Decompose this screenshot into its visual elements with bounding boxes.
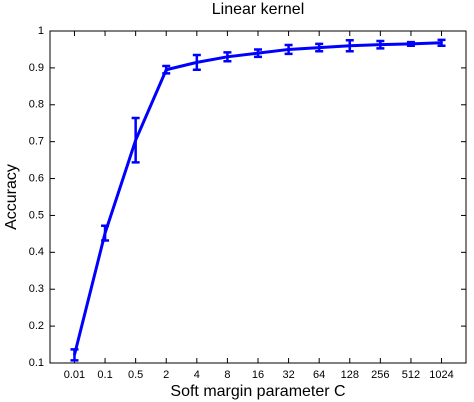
line — [73, 41, 442, 356]
error-bar — [131, 116, 140, 164]
x-tick-label: 0.1 — [97, 369, 112, 381]
y-tick-label: 0.9 — [29, 62, 44, 74]
x-tick-label: 0.5 — [128, 369, 143, 381]
x-axis-label: Soft margin parameter C — [170, 383, 345, 400]
error-bar — [376, 39, 385, 50]
y-tick-label: 0.8 — [29, 99, 44, 111]
error-bar — [437, 38, 446, 48]
y-axis-label: Accuracy — [3, 164, 20, 230]
y-tick-label: 0.6 — [29, 172, 44, 184]
x-tick-label: 512 — [402, 369, 420, 381]
x-tick-label: 64 — [313, 369, 325, 381]
y-tick-label: 0.4 — [29, 246, 44, 258]
plot-frame — [49, 30, 467, 364]
error-bar — [345, 38, 354, 53]
chart-title: Linear kernel — [212, 1, 305, 18]
error-bar — [406, 40, 415, 48]
y-tick-label: 0.2 — [29, 320, 44, 332]
x-tick-label: 1024 — [429, 369, 453, 381]
x-tick-label: 16 — [252, 369, 264, 381]
y-tick-label: 0.3 — [29, 283, 44, 295]
error-bar — [192, 53, 201, 71]
y-tick-label: 0.1 — [29, 357, 44, 369]
x-tick-label: 2 — [163, 369, 169, 381]
error-bar — [223, 51, 232, 63]
x-tick-label: 4 — [194, 369, 200, 381]
error-bar — [70, 348, 79, 362]
error-bar — [162, 64, 171, 75]
error-bar — [284, 43, 293, 56]
x-tick-label: 256 — [371, 369, 389, 381]
x-tick-label: 0.01 — [64, 369, 85, 381]
y-tick-label: 0.7 — [29, 136, 44, 148]
x-tick-label: 32 — [282, 369, 294, 381]
x-tick-label: 128 — [341, 369, 359, 381]
y-tick-label: 0.5 — [29, 209, 44, 221]
error-bar — [101, 224, 110, 242]
y-tick-label: 1 — [38, 25, 44, 37]
x-tick-label: 8 — [224, 369, 230, 381]
error-bar — [315, 42, 324, 53]
error-bar — [254, 48, 262, 59]
